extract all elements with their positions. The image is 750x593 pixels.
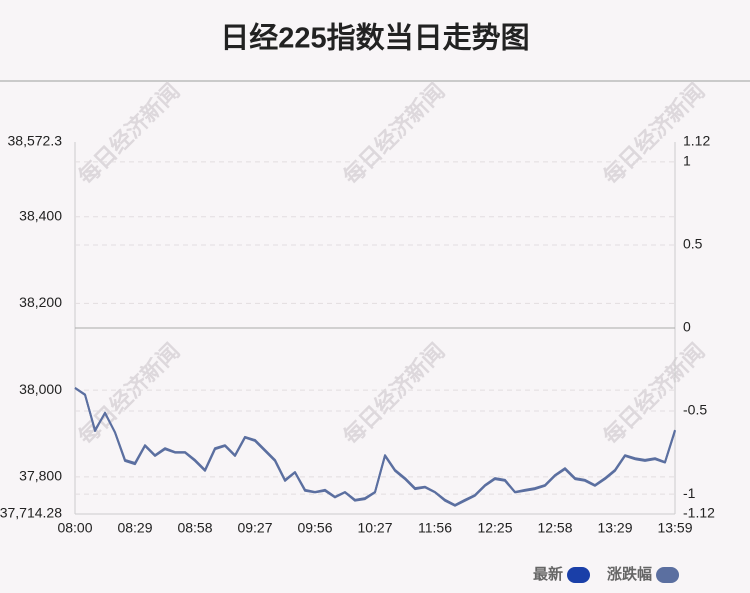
x-tick-label: 09:27 <box>237 520 272 536</box>
legend-label: 最新 <box>533 565 563 583</box>
y-tick-label: 38,200 <box>19 294 62 310</box>
series-line <box>74 386 676 507</box>
y2-tick-label: -1 <box>683 485 696 501</box>
y2-tick-label: -1.12 <box>683 505 715 521</box>
legend-label: 涨跌幅 <box>607 565 652 583</box>
y-tick-label: 37,714.28 <box>0 505 62 521</box>
x-tick-label: 12:25 <box>477 520 512 536</box>
x-tick-label: 08:29 <box>117 520 152 536</box>
y2-tick-label: 1 <box>683 153 691 169</box>
y-tick-label: 38,572.3 <box>8 133 63 149</box>
y-tick-label: 37,800 <box>19 468 62 484</box>
y2-tick-label: 0.5 <box>683 236 703 252</box>
y-tick-label: 38,400 <box>19 207 62 223</box>
legend-swatch <box>656 567 680 583</box>
x-tick-label: 13:29 <box>597 520 632 536</box>
x-tick-label: 08:00 <box>57 520 92 536</box>
x-tick-label: 09:56 <box>297 520 332 536</box>
y2-tick-label: 1.12 <box>683 133 710 149</box>
x-tick-label: 10:27 <box>357 520 392 536</box>
x-tick-label: 08:58 <box>177 520 212 536</box>
x-tick-label: 11:56 <box>418 520 452 536</box>
legend-swatch <box>567 567 591 583</box>
y2-tick-label: -0.5 <box>683 402 707 418</box>
y-tick-label: 38,000 <box>19 381 62 397</box>
y2-tick-label: 0 <box>683 319 691 335</box>
chart-title: 日经225指数当日走势图 <box>220 21 529 55</box>
x-tick-label: 13:59 <box>657 520 692 536</box>
x-tick-label: 12:58 <box>537 520 572 536</box>
